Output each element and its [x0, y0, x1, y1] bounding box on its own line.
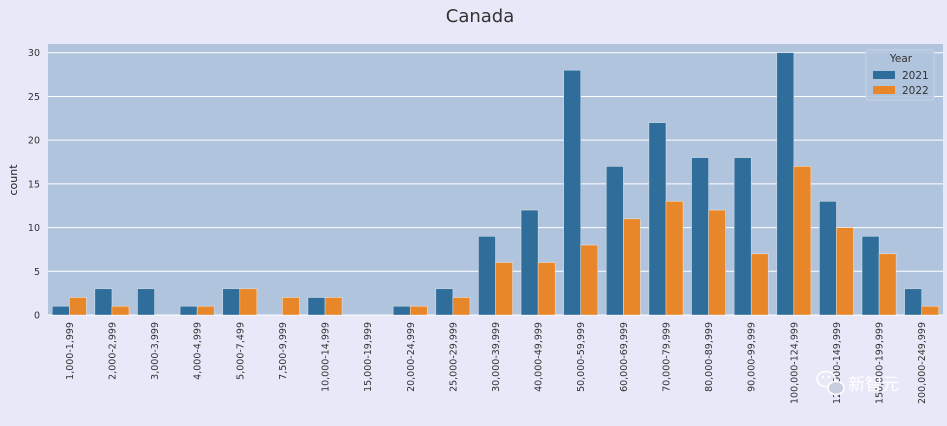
- bar-2022-16: [750, 253, 769, 316]
- x-tick-label: 50,000-59,999: [576, 322, 587, 392]
- legend-title: Year: [889, 53, 913, 65]
- wechat-logo-icon: [816, 370, 845, 396]
- bar-2021-8: [392, 305, 411, 316]
- chart-title: Canada: [446, 6, 515, 27]
- bar-2022-14: [665, 201, 684, 316]
- bar-2021-16: [733, 157, 752, 316]
- watermark-text: 新智元: [848, 375, 899, 395]
- x-tick-label: 30,000-39,999: [491, 322, 502, 392]
- bar-2021-0: [51, 305, 70, 316]
- watermark: 新智元: [816, 370, 899, 396]
- y-tick-label: 10: [28, 223, 40, 234]
- bar-2022-9: [452, 297, 471, 316]
- x-axis-ticks: 1,000-1,999 2,000-2,999 3,000-3,999 4,000-4…: [65, 322, 928, 404]
- legend-label: 2021: [902, 70, 929, 82]
- bar-2022-18: [836, 227, 854, 316]
- bar-2022-20: [921, 305, 940, 316]
- bar-2022-17: [793, 166, 812, 316]
- bar-2022-11: [537, 262, 556, 316]
- x-tick-label: 10,000-14,999: [321, 322, 332, 392]
- legend-swatch-2022: [873, 86, 895, 94]
- bar-2022-10: [495, 262, 513, 316]
- x-tick-label: 40,000-49,999: [534, 322, 545, 392]
- bar-2022-0: [69, 297, 87, 316]
- x-tick-label: 25,000-29,999: [448, 322, 459, 392]
- x-tick-label: 2,000-2,999: [107, 322, 118, 380]
- y-tick-label: 30: [28, 48, 40, 59]
- bar-2021-3: [179, 305, 198, 316]
- x-tick-label: 90,000-99,999: [747, 322, 758, 392]
- legend-entries: 2021 2022: [873, 70, 929, 97]
- bar-2021-10: [478, 236, 496, 316]
- x-tick-label: 5,000-7,499: [235, 322, 246, 380]
- bar-2022-6: [324, 297, 343, 316]
- bar-2022-4: [239, 288, 258, 316]
- x-tick-label: 1,000-1,999: [65, 322, 76, 380]
- bar-2022-3: [196, 305, 215, 316]
- x-tick-label: 200,000-249,999: [917, 322, 928, 404]
- bar-2022-13: [623, 218, 641, 316]
- y-axis-label: count: [7, 164, 20, 196]
- bar-2022-8: [409, 305, 428, 316]
- legend-label: 2022: [902, 85, 929, 97]
- y-axis-ticks: 0 5 10 15 20 25 30: [28, 48, 40, 321]
- x-tick-label: 150,000-199,999: [875, 322, 886, 404]
- x-tick-label: 20,000-24,999: [406, 322, 417, 392]
- x-tick-label: 125,000-149,999: [832, 322, 843, 404]
- x-tick-label: 80,000-89,999: [704, 322, 715, 392]
- bar-2021-12: [563, 69, 582, 316]
- y-tick-label: 0: [34, 311, 40, 322]
- bar-2021-4: [222, 288, 241, 316]
- bar-2021-11: [520, 209, 539, 316]
- bar-2021-2: [137, 288, 155, 316]
- bar-2021-14: [648, 122, 667, 316]
- bar-2022-5: [282, 297, 300, 316]
- bar-2022-19: [878, 253, 897, 316]
- bar-2021-15: [691, 157, 709, 316]
- bar-2022-12: [580, 244, 599, 316]
- x-tick-label: 100,000-124,999: [789, 322, 800, 404]
- legend-swatch-2021: [873, 71, 895, 79]
- x-tick-label: 70,000-79,999: [661, 322, 672, 392]
- y-tick-label: 25: [28, 92, 40, 103]
- bars: [51, 52, 940, 316]
- bar-2022-15: [708, 209, 726, 316]
- x-tick-label: 3,000-3,999: [150, 322, 161, 380]
- x-tick-label: 15,000-19,999: [363, 322, 374, 392]
- x-tick-label: 7,500-9,999: [278, 322, 289, 380]
- bar-2021-18: [819, 201, 837, 316]
- bar-2021-20: [904, 288, 922, 316]
- bar-2021-13: [606, 166, 624, 316]
- bar-2021-1: [94, 288, 113, 316]
- legend: Year 2021 2022: [865, 49, 935, 101]
- y-tick-label: 5: [34, 267, 40, 278]
- bar-2021-9: [435, 288, 454, 316]
- bar-2022-1: [111, 305, 130, 316]
- y-tick-label: 15: [28, 179, 40, 190]
- x-tick-label: 4,000-4,999: [193, 322, 204, 380]
- bar-2021-6: [307, 297, 326, 316]
- x-tick-label: 60,000-69,999: [619, 322, 630, 392]
- bar-2021-19: [861, 236, 880, 316]
- bar-2021-17: [776, 52, 795, 316]
- y-tick-label: 20: [28, 136, 40, 147]
